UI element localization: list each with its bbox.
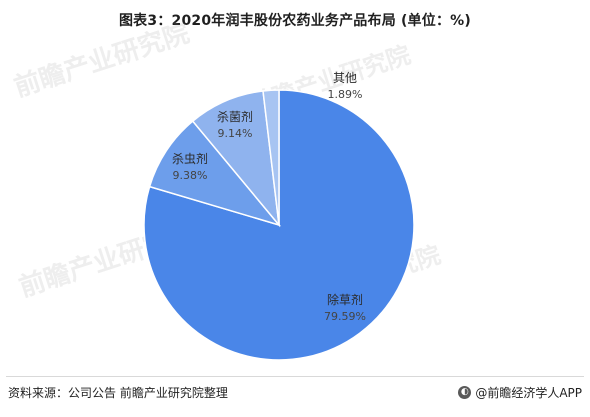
footer-divider (6, 376, 584, 377)
slice-value-1: 9.38% (173, 169, 208, 182)
slice-value-2: 9.14% (218, 127, 253, 140)
brand-text: @前瞻经济学人APP (475, 386, 582, 400)
qianzhan-logo-icon: ◐ (458, 386, 472, 399)
slice-label-3: 其他 (333, 71, 357, 85)
pie-slice-2 (191, 90, 281, 228)
brand-credit: ◐ @前瞻经济学人APP (458, 384, 582, 401)
pie-labels: 除草剂 79.59% 杀虫剂 9.38% 杀菌剂 9.14% 其他 1.89% (172, 71, 366, 323)
pie-slices (143, 89, 415, 361)
slice-label-0: 除草剂 (327, 292, 363, 307)
pie-slice-1 (148, 120, 282, 227)
pie-slice-3 (262, 89, 280, 226)
slice-value-3: 1.89% (328, 88, 363, 101)
chart-title: 图表3：2020年润丰股份农药业务产品布局 (单位：%) (118, 13, 471, 29)
slice-value-0: 79.59% (324, 310, 366, 323)
slice-label-2: 杀菌剂 (217, 109, 253, 124)
pie-slice-0 (143, 89, 415, 361)
source-note: 资料来源：公司公告 前瞻产业研究院整理 (8, 386, 228, 400)
slice-label-1: 杀虫剂 (172, 151, 208, 166)
